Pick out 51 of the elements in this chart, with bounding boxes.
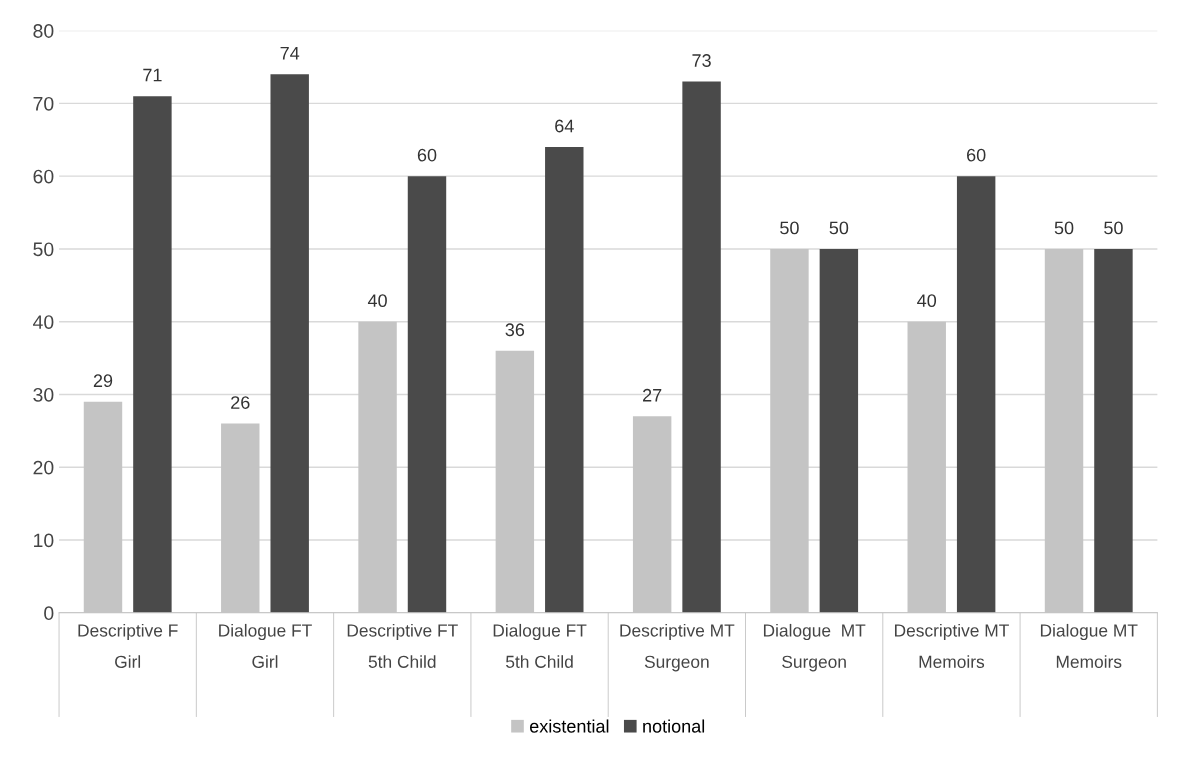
- y-tick-label: 80: [33, 24, 54, 38]
- y-tick-label: 60: [33, 169, 54, 184]
- y-tick-label: 70: [33, 96, 54, 111]
- x-tick-label: Descriptive MT Memoirs: [894, 623, 1009, 668]
- data-label: 36: [505, 323, 525, 337]
- x-tick-label: Dialogue FT Girl: [219, 623, 312, 668]
- bar: [770, 248, 809, 613]
- bar: [682, 81, 721, 613]
- x-tick-label: Descriptive MT Surgeon: [620, 623, 735, 672]
- x-tick-label: Descriptive F Girl: [78, 623, 178, 668]
- bar: [632, 416, 672, 613]
- bar: [133, 96, 172, 613]
- data-label: 50: [780, 221, 799, 235]
- data-label: 40: [917, 294, 937, 308]
- x-tick-label: Dialogue MT Surgeon: [763, 623, 866, 672]
- data-label: 27: [643, 388, 662, 402]
- data-label: 40: [367, 294, 387, 308]
- bar: [545, 147, 584, 613]
- bar: [1044, 248, 1084, 613]
- bar: [270, 74, 309, 613]
- legend-label: existential: [530, 719, 609, 733]
- data-label: 50: [829, 221, 849, 235]
- bar: [907, 321, 946, 613]
- bar: [956, 176, 996, 613]
- data-label: 29: [93, 374, 113, 388]
- bar: [83, 401, 123, 613]
- y-tick-label: 20: [33, 460, 54, 475]
- x-tick-label: Dialogue MT Memoirs: [1040, 623, 1138, 668]
- x-tick-label: Dialogue FT 5th Child: [493, 623, 587, 668]
- data-label: 60: [967, 148, 986, 162]
- y-tick-label: 30: [33, 387, 54, 402]
- data-label: 50: [1054, 221, 1074, 235]
- bar: [1094, 248, 1133, 613]
- bar: [819, 248, 859, 613]
- y-tick-label: 0: [44, 606, 54, 621]
- bar: [221, 423, 260, 613]
- x-tick-label: Descriptive FT 5th Child: [347, 623, 458, 668]
- data-label: 71: [143, 68, 162, 82]
- y-tick-label: 40: [33, 315, 54, 329]
- data-label: 64: [555, 119, 574, 133]
- data-label: 73: [692, 54, 711, 67]
- y-tick-label: 50: [33, 242, 54, 257]
- data-label: 74: [280, 47, 300, 60]
- bar: [358, 321, 397, 613]
- y-tick-label: 10: [34, 533, 54, 548]
- data-label: 50: [1104, 221, 1123, 235]
- data-label: 60: [417, 148, 437, 162]
- data-label: 26: [231, 396, 250, 409]
- bar: [495, 350, 535, 613]
- bar: [407, 176, 447, 613]
- legend-label: notional: [643, 719, 705, 733]
